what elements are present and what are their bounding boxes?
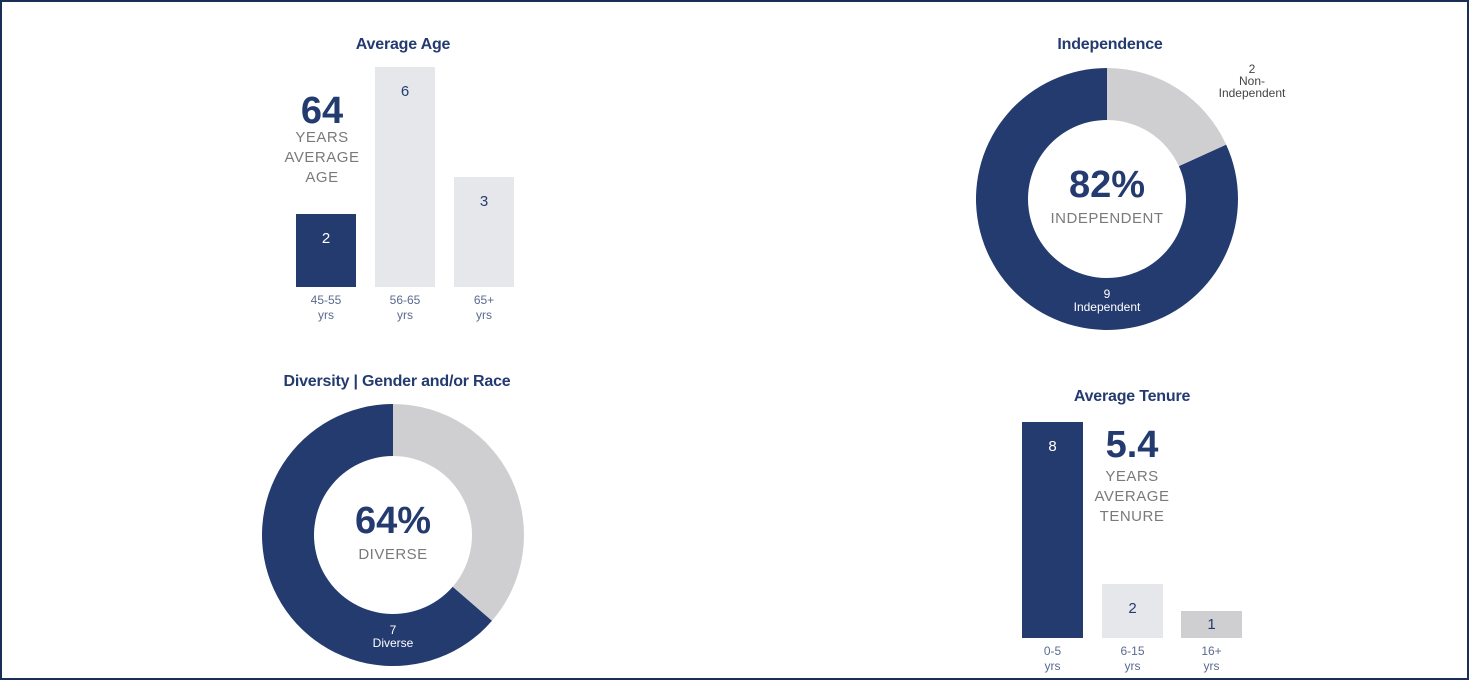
category-label: 65+ yrs [444,293,524,323]
summary-line: AVERAGE [284,149,360,166]
donut-diversity [261,404,524,666]
bar: 8 [1022,422,1083,638]
category-line: yrs [397,308,413,322]
chart-title: Diversity | Gender and/or Race [283,373,511,390]
category-line: 56-65 [389,293,421,307]
slice-name: Independent [1218,86,1286,100]
bar: 2 [1102,584,1163,638]
summary-value: 5.4 [1105,424,1159,466]
slice-name: Non- [1238,74,1265,88]
summary-label: YEARS AVERAGE AGE [272,128,372,188]
summary-line: YEARS [1105,468,1159,485]
category-line: 6-15 [1120,644,1145,658]
summary-line: AGE [305,169,339,186]
chart-title: Average Tenure [1073,388,1191,405]
slice-label-diverse: 7 Diverse [348,624,438,650]
bar-value-label: 3 [479,193,489,210]
category-line: yrs [318,308,334,322]
summary-label: YEARS AVERAGE TENURE [1077,467,1187,527]
donut-slice-secondary [1107,68,1227,167]
center-value: 64% [354,500,432,542]
center-label: DIVERSE [358,546,428,563]
category-line: 0-5 [1043,644,1062,658]
slice-name: Independent [1073,300,1141,314]
summary-line: TENURE [1099,508,1165,525]
slice-count: 9 [1103,287,1111,301]
bar: 6 [375,67,435,287]
category-label: 45-55 yrs [286,293,366,323]
slice-count: 7 [389,623,397,637]
category-line: 45-55 [310,293,342,307]
category-label: 0-5 yrs [1012,644,1093,674]
donut-slice-primary [261,404,493,666]
donut-slice-primary [976,68,1238,331]
category-line: yrs [1203,659,1220,673]
center-label: INDEPENDENT [1050,210,1164,227]
donut-independence [976,68,1238,331]
category-label: 56-65 yrs [365,293,445,323]
category-line: 65+ [473,293,495,307]
category-line: yrs [1124,659,1141,673]
bar-value-label: 2 [1128,600,1137,617]
category-label: 6-15 yrs [1092,644,1173,674]
category-line: yrs [1044,659,1061,673]
chart-title: Average Age [355,36,451,53]
category-label: 16+ yrs [1171,644,1252,674]
bar-value-label: 6 [400,83,410,100]
slice-name: Diverse [372,636,414,650]
summary-line: YEARS [295,129,349,146]
donut-slice-secondary [393,404,524,621]
category-line: 16+ [1201,644,1222,658]
bar-value-label: 8 [1048,438,1057,455]
summary-line: AVERAGE [1094,488,1170,505]
slice-label-non-independent: 2 Non- Independent [1202,63,1302,99]
slice-label-independent: 9 Independent [1062,288,1152,314]
bar: 3 [454,177,514,287]
summary-value: 64 [300,90,344,132]
center-value: 82% [1068,164,1146,206]
bar: 2 [296,214,356,287]
bar-value-label: 1 [1207,616,1216,633]
slice-count: 2 [1248,62,1256,76]
chart-title: Independence [1057,36,1163,53]
bar: 1 [1181,611,1242,638]
category-line: yrs [476,308,492,322]
bar-value-label: 2 [321,230,331,247]
